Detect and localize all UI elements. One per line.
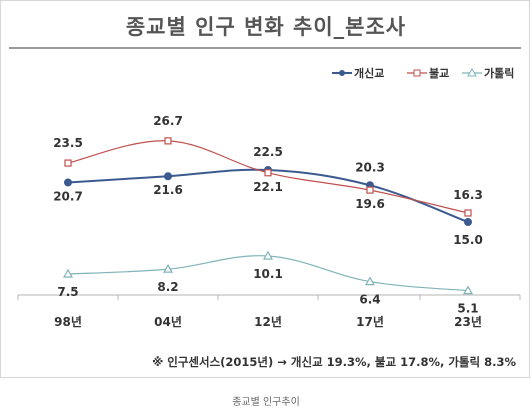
data-label: 16.3 (453, 188, 483, 202)
line-chart: 98년 04년 12년 17년 23년 20.7 21.6 22.5 20.3 15.0 23.5 2… (17, 66, 521, 369)
legend-label: 개신교 (354, 66, 384, 80)
data-label: 20.7 (53, 189, 83, 203)
data-label: 21.6 (153, 183, 183, 197)
x-tick-label: 23년 (454, 315, 482, 329)
x-tick-label: 98년 (54, 315, 82, 329)
footnote: ※ 인구센서스(2015년) → 개신교 19.3%, 불교 17.8%, 가톨… (152, 355, 516, 369)
chart-title: 종교별 인구 변화 추이_본조사 (125, 15, 407, 39)
data-point (64, 159, 72, 167)
legend-label: 불교 (429, 67, 449, 80)
data-label: 19.6 (355, 197, 385, 211)
data-label: 23.5 (53, 136, 83, 150)
data-label: 22.1 (253, 180, 283, 194)
data-label: 22.5 (253, 145, 283, 159)
data-point (164, 137, 172, 145)
data-label: 10.1 (253, 267, 283, 281)
legend-marker (413, 69, 421, 77)
chart-frame: 종교별 인구 변화 추이_본조사 (0, 0, 530, 378)
title-divider (9, 47, 521, 49)
data-point (464, 218, 472, 226)
series-line-1 (67, 168, 469, 223)
data-point (262, 250, 274, 260)
legend-marker (339, 70, 345, 76)
data-point (366, 186, 374, 194)
x-tick-label: 17년 (356, 315, 384, 329)
x-tick-label: 04년 (154, 315, 182, 329)
data-point (64, 178, 72, 187)
legend-marker (467, 67, 477, 77)
data-point (464, 209, 472, 217)
data-label: 6.4 (359, 293, 380, 307)
data-label: 7.5 (57, 285, 78, 299)
image-caption: 종교별 인구추이 (232, 397, 300, 408)
data-point (62, 268, 74, 278)
data-label: 5.1 (457, 302, 478, 316)
data-label: 15.0 (453, 233, 483, 247)
data-point (364, 276, 376, 286)
legend-label: 가톨릭 (484, 66, 514, 80)
data-point (462, 285, 474, 295)
data-label: 8.2 (157, 280, 178, 294)
data-label: 20.3 (355, 160, 385, 174)
data-label: 26.7 (153, 114, 183, 128)
data-point (264, 169, 272, 177)
x-tick-label: 12년 (254, 315, 282, 329)
data-point (164, 172, 172, 181)
data-point (162, 263, 174, 273)
